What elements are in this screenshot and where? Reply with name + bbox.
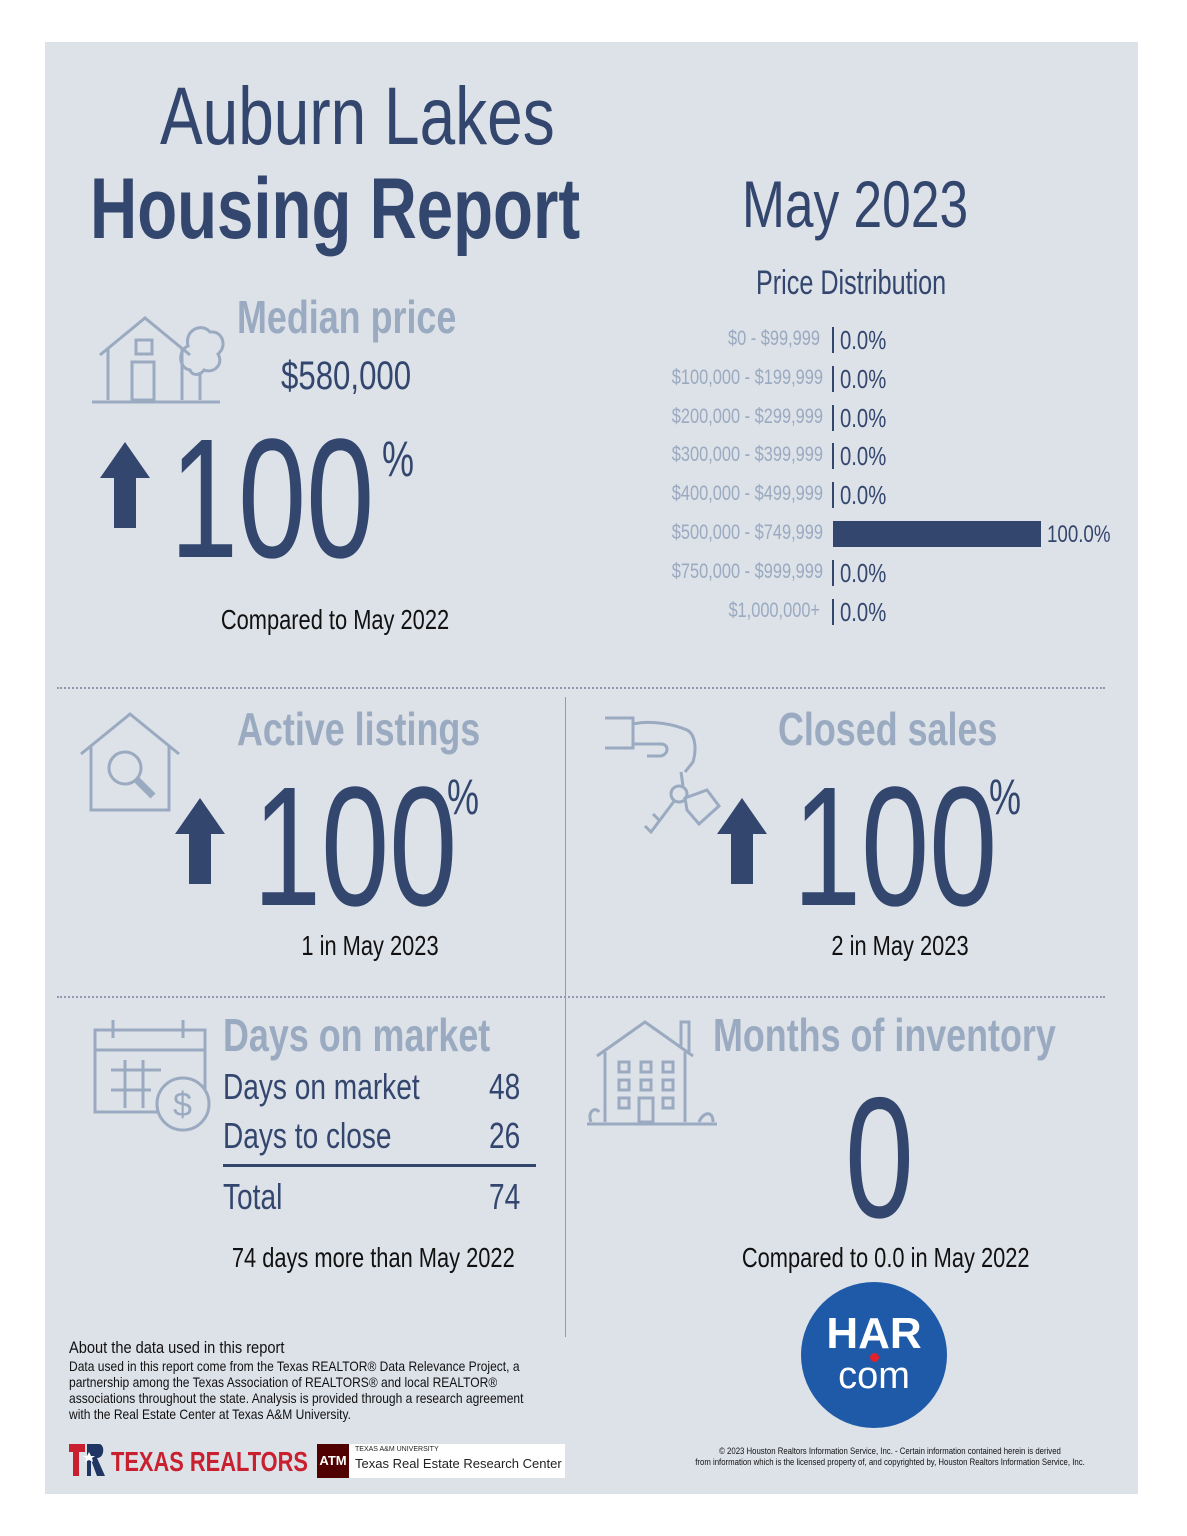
price-bucket-bar [832, 365, 834, 392]
days-on-market-title: Days on market [223, 1009, 491, 1061]
active-listings-caption: 1 in May 2023 [301, 930, 439, 961]
column-divider [565, 697, 566, 1337]
dom-row-label: Days on market [223, 1066, 420, 1107]
price-bucket-value: 0.0% [840, 596, 887, 627]
price-bucket-bar [833, 521, 1041, 547]
price-bucket-label: $750,000 - $999,999 [671, 559, 823, 583]
price-bucket-label: $500,000 - $749,999 [671, 521, 823, 544]
price-bucket-label: $0 - $99,999 [728, 327, 820, 350]
texas-realtors-wordmark: TEXAS REALTORS [111, 1446, 308, 1477]
median-price-unit: % [382, 431, 415, 487]
price-bucket-row: $400,000 - $499,999 0.0% [630, 480, 1100, 510]
texas-realtors-logo: TEXAS REALTORS [69, 1444, 308, 1478]
price-bucket-value: 0.0% [840, 363, 887, 394]
closed-sales-unit: % [989, 769, 1022, 825]
active-listings-title: Active listings [237, 703, 481, 755]
calendar-dollar-icon: $ [91, 1016, 217, 1136]
section-divider [57, 687, 1105, 689]
price-bucket-bar [832, 598, 834, 625]
dom-total-label: Total [223, 1176, 283, 1217]
section-divider [57, 996, 1105, 998]
median-price-comparison: Compared to May 2022 [220, 604, 450, 635]
price-bucket-label: $100,000 - $199,999 [671, 365, 823, 389]
price-bucket-row: $750,000 - $999,999 0.0% [630, 558, 1100, 588]
price-bucket-bar [832, 327, 834, 353]
about-body: Data used in this report come from the T… [69, 1358, 524, 1422]
arrow-up-icon [100, 442, 150, 533]
price-bucket-value: 0.0% [840, 325, 887, 355]
price-distribution-heading: Price Distribution [756, 264, 947, 302]
price-bucket-bar [832, 482, 834, 509]
house-search-icon [77, 710, 183, 814]
svg-text:$: $ [173, 1086, 192, 1124]
house-tree-icon [90, 300, 225, 405]
price-bucket-bar [832, 443, 834, 470]
tamu-center-text: Texas Real Estate Research Center [355, 1456, 562, 1471]
about-heading: About the data used in this report [69, 1338, 285, 1357]
price-bucket-label: $200,000 - $299,999 [671, 404, 823, 428]
price-bucket-value: 100.0% [1047, 521, 1111, 548]
report-sheet: Auburn Lakes Housing Report May 2023 Pri… [45, 42, 1138, 1494]
median-price-change: 100 [170, 404, 375, 594]
price-bucket-value: 0.0% [840, 480, 887, 511]
closed-sales-caption: 2 in May 2023 [831, 930, 969, 961]
title-line-1: Auburn Lakes [160, 71, 555, 162]
days-on-market-caption: 74 days more than May 2022 [231, 1242, 515, 1273]
report-period: May 2023 [742, 167, 969, 241]
price-bucket-label: $400,000 - $499,999 [671, 482, 823, 506]
price-bucket-row: $200,000 - $299,999 0.0% [630, 403, 1100, 433]
median-price-value: $580,000 [281, 354, 412, 398]
months-inventory-value: 0 [845, 1062, 914, 1254]
apartment-building-icon [585, 1016, 719, 1128]
price-bucket-value: 0.0% [840, 557, 887, 588]
har-logo-dot [870, 1353, 879, 1362]
closed-sales-title: Closed sales [778, 703, 998, 755]
months-inventory-caption: Compared to 0.0 in May 2022 [741, 1242, 1030, 1273]
dom-row-value: 48 [489, 1066, 521, 1107]
price-bucket-row: $500,000 - $749,999 100.0% [630, 519, 1110, 549]
har-logo-com: com [838, 1355, 910, 1397]
dom-row-value: 26 [489, 1115, 521, 1156]
active-listings-unit: % [447, 769, 480, 825]
price-bucket-row: $0 - $99,999 0.0% [630, 325, 1100, 355]
price-bucket-bar [832, 404, 834, 431]
price-bucket-bar [832, 559, 834, 586]
har-logo-text: HAR [826, 1309, 922, 1358]
price-bucket-value: 0.0% [840, 441, 887, 472]
arrow-up-icon [175, 798, 225, 889]
price-bucket-row: $300,000 - $399,999 0.0% [630, 441, 1100, 471]
closed-sales-change: 100 [793, 752, 998, 942]
price-bucket-row: $1,000,000+ 0.0% [630, 597, 1100, 627]
dom-total-value: 74 [489, 1176, 521, 1217]
tamu-logo: ATM TEXAS A&M UNIVERSITY Texas Real Esta… [317, 1444, 565, 1478]
tamu-small-text: TEXAS A&M UNIVERSITY [355, 1446, 439, 1453]
dom-row-label: Days to close [223, 1115, 392, 1156]
copyright-line-2: from information which is the licensed p… [695, 1457, 1085, 1468]
arrow-up-icon [717, 798, 767, 889]
title-line-2: Housing Report [90, 161, 581, 257]
total-rule [223, 1164, 536, 1167]
active-listings-change: 100 [253, 752, 458, 942]
har-logo: HAR com [801, 1282, 947, 1428]
price-bucket-row: $100,000 - $199,999 0.0% [630, 364, 1100, 394]
price-bucket-value: 0.0% [840, 402, 887, 433]
price-bucket-label: $1,000,000+ [728, 598, 820, 622]
median-price-title: Median price [237, 291, 457, 343]
months-inventory-title: Months of inventory [713, 1009, 1056, 1061]
tamu-mark: ATM [317, 1444, 349, 1478]
price-bucket-label: $300,000 - $399,999 [671, 443, 823, 467]
copyright-line-1: © 2023 Houston Realtors Information Serv… [719, 1446, 1061, 1457]
hand-keys-icon [603, 714, 722, 838]
